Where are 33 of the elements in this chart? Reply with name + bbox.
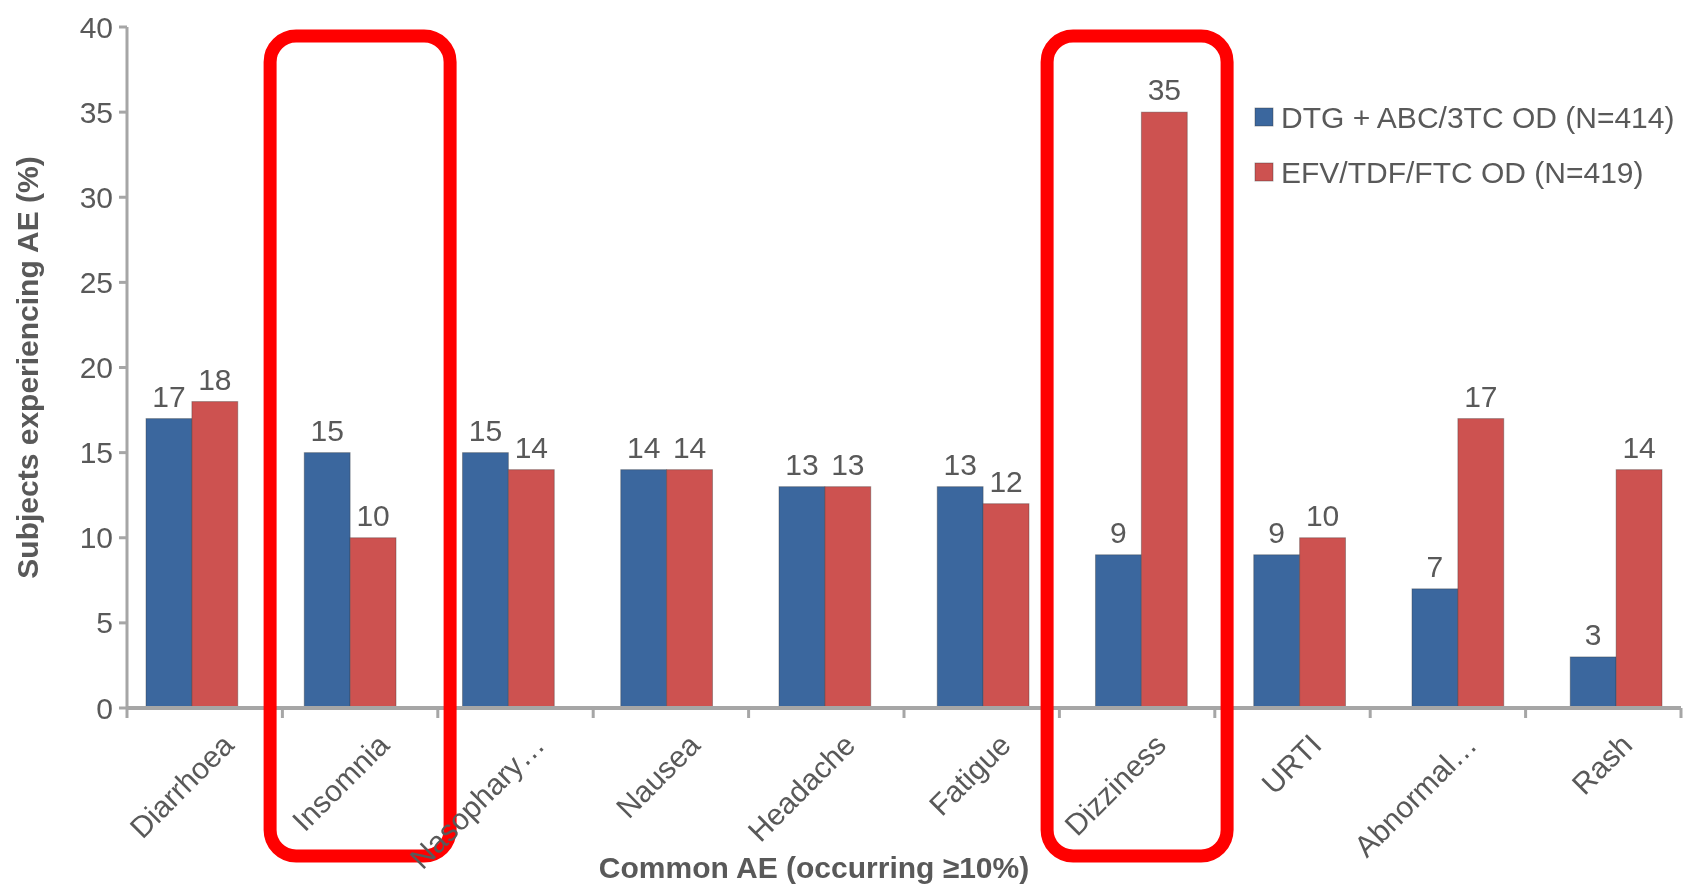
data-label: 15 xyxy=(310,413,344,447)
data-label: 12 xyxy=(989,464,1023,498)
y-axis-title: Subjects experiencing AE (%) xyxy=(11,156,44,579)
y-tick-label: 5 xyxy=(96,606,113,640)
y-tick-label: 10 xyxy=(79,521,113,555)
data-label: 13 xyxy=(943,447,977,481)
data-label: 35 xyxy=(1147,73,1182,107)
y-tick-label: 15 xyxy=(79,436,113,470)
data-label: 14 xyxy=(672,430,707,464)
y-tick-label: 40 xyxy=(79,10,113,44)
data-label: 17 xyxy=(1464,379,1498,413)
y-tick-label: 30 xyxy=(79,180,113,214)
y-tick-label: 0 xyxy=(96,691,113,725)
data-label: 10 xyxy=(356,498,390,532)
data-label: 13 xyxy=(831,447,865,481)
legend-label: DTG + ABC/3TC OD (N=414) xyxy=(1281,100,1675,134)
data-label: 17 xyxy=(152,379,186,413)
data-label: 9 xyxy=(1110,515,1127,549)
x-axis-title: Common AE (occurring ≥10%) xyxy=(598,851,1030,884)
data-label: 3 xyxy=(1584,617,1602,651)
data-label: 7 xyxy=(1426,549,1444,583)
y-tick-label: 25 xyxy=(79,265,113,299)
y-tick-label: 35 xyxy=(79,95,113,129)
data-label: 18 xyxy=(198,362,232,396)
data-label: 10 xyxy=(1305,498,1340,532)
data-label: 13 xyxy=(785,447,819,481)
legend-label: EFV/TDF/FTC OD (N=419) xyxy=(1281,155,1644,189)
data-label: 14 xyxy=(626,430,661,464)
data-label: 15 xyxy=(468,413,503,447)
data-label: 9 xyxy=(1268,515,1286,549)
y-tick-label: 20 xyxy=(79,351,113,384)
data-label: 14 xyxy=(514,430,549,464)
data-label: 14 xyxy=(1622,430,1656,464)
